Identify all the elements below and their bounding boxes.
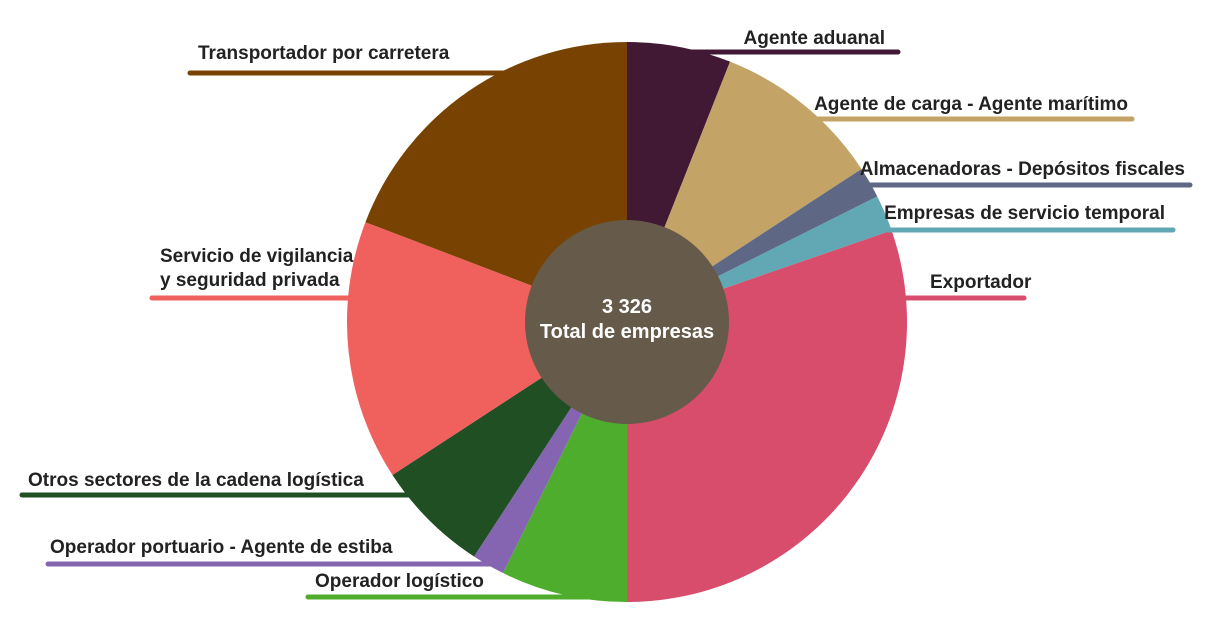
slice-label-line: Operador logístico <box>315 571 484 592</box>
slice-label: Empresas de servicio temporal <box>884 203 1165 224</box>
pie-slice <box>346 222 627 475</box>
slice-label: Operador portuario - Agente de estiba <box>50 537 393 558</box>
slice-label-line: Agente de carga - Agente marítimo <box>814 94 1128 115</box>
label-leaders <box>19 49 1193 600</box>
slice-label: Agente de carga - Agente marítimo <box>814 94 1128 115</box>
center-label: Total de empresas <box>540 321 714 343</box>
slice-label-line: y seguridad privada <box>160 270 340 291</box>
slice-label: Servicio de vigilancia y seguridad privad… <box>160 246 354 291</box>
slice-label: Exportador <box>930 272 1032 293</box>
slice-label: Almacenadoras - Depósitos fiscales <box>860 159 1185 180</box>
center-circle <box>525 220 729 424</box>
slice-label: Otros sectores de la cadena logística <box>28 470 364 491</box>
slice-labels: Agente aduanal Agente de carga - Agente m… <box>28 28 1185 592</box>
slice-label-line: Agente aduanal <box>744 28 885 49</box>
slice-label-line: Operador portuario - Agente de estiba <box>50 537 393 558</box>
slice-label-line: Almacenadoras - Depósitos fiscales <box>860 159 1185 180</box>
slice-label-line: Transportador por carretera <box>198 43 450 64</box>
slice-label: Agente aduanal <box>744 28 885 49</box>
slice-label: Operador logístico <box>315 571 484 592</box>
slice-label-line: Otros sectores de la cadena logística <box>28 470 364 491</box>
slice-label-line: Servicio de vigilancia <box>160 246 354 267</box>
slice-label: Transportador por carretera <box>198 43 450 64</box>
center-total: 3 326 <box>602 296 652 318</box>
slice-label-line: Empresas de servicio temporal <box>884 203 1165 224</box>
slice-label-line: Exportador <box>930 272 1032 293</box>
